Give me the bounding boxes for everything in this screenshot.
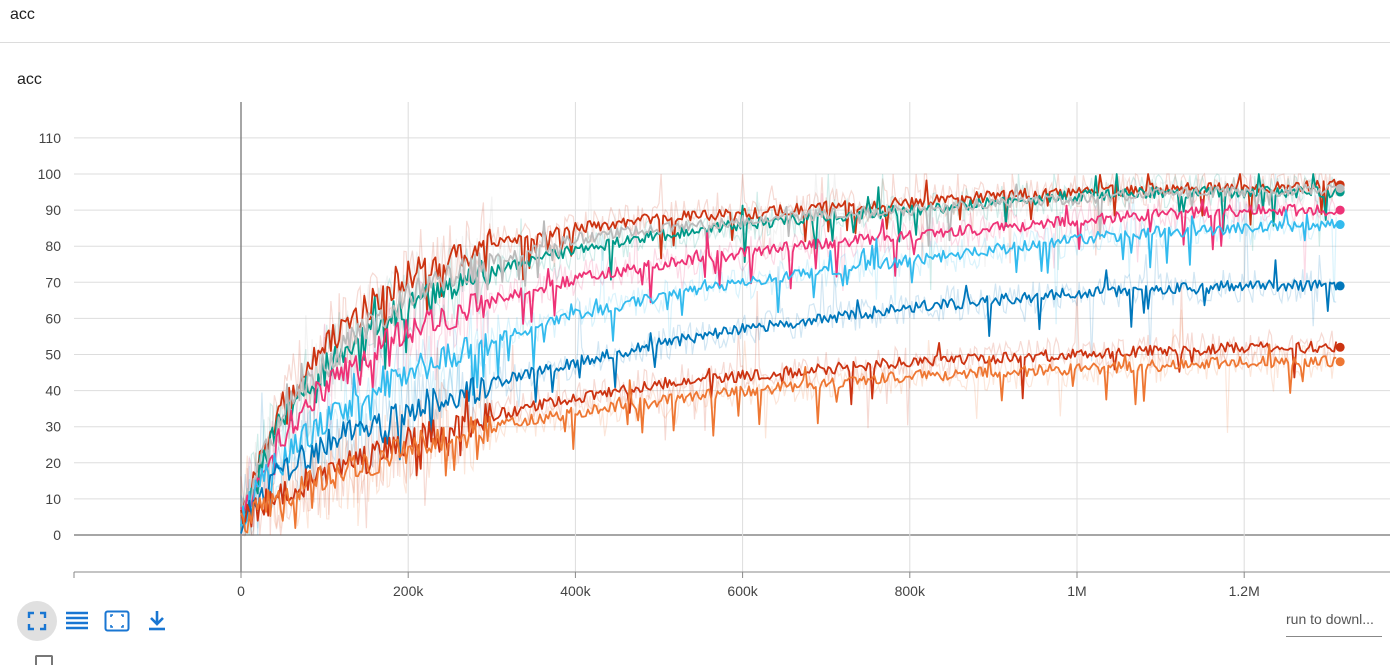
series-end-marker	[1335, 205, 1345, 215]
series-line	[240, 183, 1337, 517]
series-line	[240, 198, 1337, 516]
series-raw-line	[240, 173, 1337, 536]
line-chart[interactable]: 0 10 20 30 40 50 60 70 80 90 100 110 0 200k 400k 600k 80…	[0, 0, 1390, 600]
series-raw-line	[240, 203, 1337, 536]
x-tick-label: 0	[237, 583, 245, 599]
x-tick-label: 600k	[727, 583, 758, 599]
fit-domain-button[interactable]	[17, 601, 57, 641]
x-tick-label: 1.2M	[1229, 583, 1260, 599]
x-tick-label: 1M	[1067, 583, 1086, 599]
series-line	[240, 340, 1338, 528]
series-end-marker	[1335, 357, 1345, 367]
y-tick-label: 70	[45, 274, 61, 290]
y-tick-label: 40	[45, 383, 61, 399]
y-tick-label: 60	[45, 310, 61, 326]
y-tick-label: 30	[45, 419, 61, 435]
y-tick-label: 110	[39, 130, 62, 146]
y-tick-label: 50	[45, 347, 61, 363]
y-tick-label: 80	[45, 238, 61, 254]
series-line	[240, 259, 1338, 534]
series-end-marker	[1335, 183, 1345, 193]
series-end-markers	[1335, 180, 1345, 367]
run-select-dropdown[interactable]: run to downl...	[1286, 611, 1382, 637]
list-lines-icon	[66, 611, 88, 630]
y-tick-label: 90	[45, 202, 61, 218]
fit-data-button[interactable]	[97, 601, 137, 641]
download-icon	[149, 611, 165, 631]
series-line	[240, 209, 1337, 527]
y-tick-label: 100	[38, 166, 62, 182]
y-tick-label: 0	[53, 527, 61, 543]
toggle-log-scale-button[interactable]	[57, 601, 97, 641]
chart-card-title: acc	[17, 71, 42, 88]
series-line	[240, 343, 1337, 534]
series-end-marker	[1335, 220, 1345, 230]
x-tick-label: 800k	[895, 583, 926, 599]
x-tick-label: 400k	[560, 583, 591, 599]
y-tick-label: 10	[45, 491, 61, 507]
frame-dashed-icon	[104, 610, 130, 632]
axis-layer	[73, 571, 1390, 578]
section-header: acc	[0, 0, 1390, 43]
checkbox-partial[interactable]	[35, 655, 53, 665]
section-title: acc	[10, 6, 35, 23]
tick-labels: 0 10 20 30 40 50 60 70 80 90 100 110 0 200k 400k 600k 80…	[38, 130, 1260, 599]
y-tick-label: 20	[45, 455, 61, 471]
fullscreen-corners-icon	[27, 611, 47, 631]
x-tick-label: 200k	[393, 583, 424, 599]
series-end-marker	[1335, 342, 1345, 352]
series-end-marker	[1335, 281, 1345, 291]
smoothed-series-layer	[240, 173, 1338, 534]
download-button[interactable]	[137, 601, 177, 641]
